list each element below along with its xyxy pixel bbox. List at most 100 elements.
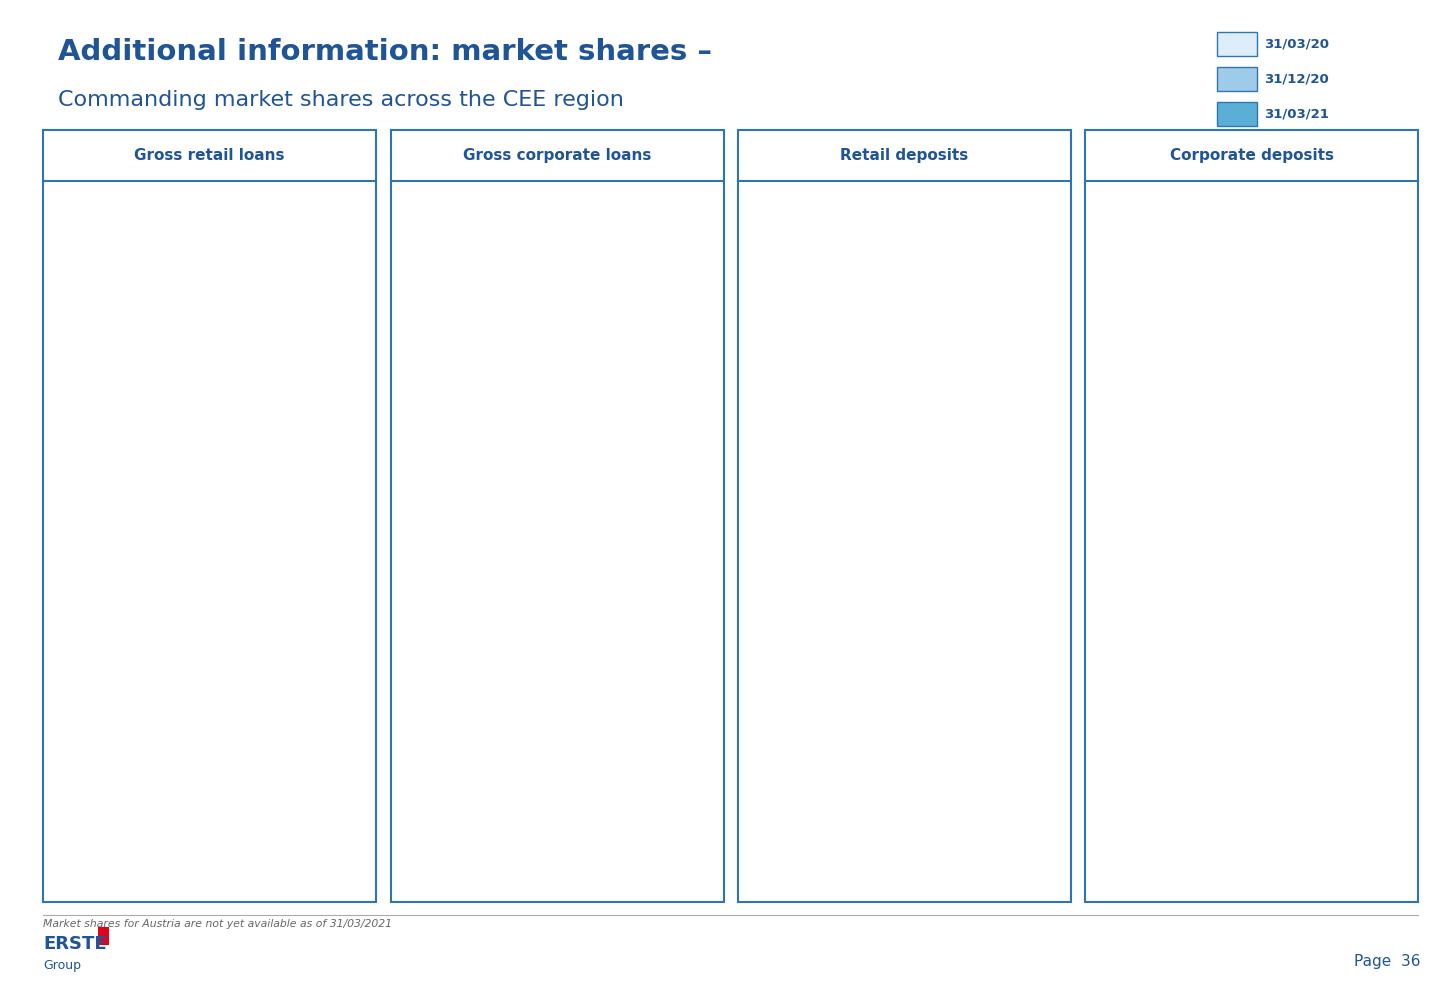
Text: AT: AT [55, 251, 73, 264]
Bar [98, 437, 318, 458]
Text: 17.1%: 17.1% [252, 536, 287, 547]
Bar [98, 698, 219, 719]
Text: 14.1%: 14.1% [226, 750, 261, 760]
Bar [445, 224, 662, 245]
Bar [98, 816, 163, 836]
Bar [445, 508, 566, 529]
Text: HR: HR [399, 725, 420, 738]
Bar [1140, 247, 1367, 268]
Text: SK: SK [1096, 441, 1115, 454]
Bar [445, 698, 651, 719]
Text: 31/03/21: 31/03/21 [1264, 107, 1329, 121]
Text: 21.9%: 21.9% [668, 229, 703, 239]
Text: 25.6%: 25.6% [1001, 347, 1035, 357]
Bar [1140, 744, 1306, 765]
Text: 14.8%: 14.8% [916, 750, 950, 760]
Text: 12.3%: 12.3% [1259, 324, 1293, 334]
Text: RO: RO [52, 535, 73, 548]
Text: Gross corporate loans: Gross corporate loans [462, 148, 651, 164]
Text: 7.7%: 7.7% [527, 654, 554, 664]
Bar [445, 603, 524, 624]
Bar [1140, 649, 1200, 670]
Bar [1140, 224, 1362, 245]
Bar [792, 698, 910, 719]
Bar [445, 838, 516, 859]
Text: 25.2%: 25.2% [323, 465, 357, 475]
Bar [445, 816, 513, 836]
Bar [445, 460, 619, 481]
Text: HR: HR [1094, 725, 1115, 738]
Bar [445, 794, 510, 815]
Text: CZ: CZ [53, 346, 73, 359]
Text: 14.8%: 14.8% [916, 704, 950, 714]
Text: 14.9%: 14.9% [916, 727, 950, 737]
Text: AT: AT [749, 251, 768, 264]
Text: RO: RO [399, 535, 420, 548]
Text: 13.9%: 13.9% [1274, 536, 1309, 547]
Text: SK: SK [747, 441, 768, 454]
Text: Market shares for Austria are not yet available as of 31/03/2021: Market shares for Austria are not yet av… [43, 919, 392, 929]
Bar [98, 721, 220, 742]
Text: CZ: CZ [400, 346, 420, 359]
Bar [445, 626, 523, 647]
Text: 7.5%: 7.5% [1215, 822, 1243, 831]
Text: Gross retail loans: Gross retail loans [134, 148, 285, 164]
Text: Page  36: Page 36 [1354, 954, 1420, 969]
Bar [792, 626, 876, 647]
Text: HU: HU [50, 630, 73, 643]
Bar [445, 414, 602, 435]
Text: 16.7%: 16.7% [248, 514, 282, 524]
Text: 17.9%: 17.9% [1312, 750, 1345, 760]
Text: 26.0%: 26.0% [328, 420, 363, 430]
Text: 22.6%: 22.6% [675, 252, 710, 262]
Bar [792, 460, 1018, 481]
Text: 21.5%: 21.5% [664, 727, 698, 737]
Bar [1140, 794, 1207, 815]
Text: RS: RS [400, 820, 420, 832]
Bar [1140, 437, 1250, 458]
Bar [1140, 342, 1253, 363]
Text: 12.5%: 12.5% [1261, 465, 1296, 475]
Text: 21.7%: 21.7% [665, 370, 700, 380]
Text: 22.0%: 22.0% [972, 252, 1007, 262]
Text: RS: RS [1096, 820, 1115, 832]
Text: 28.4%: 28.4% [1024, 442, 1058, 452]
Text: 7.2%: 7.2% [1212, 799, 1240, 809]
Bar [445, 554, 573, 575]
Text: 13.7%: 13.7% [1272, 559, 1306, 569]
Text: 11.8%: 11.8% [206, 609, 240, 619]
Bar [792, 744, 910, 765]
Bar [445, 342, 657, 363]
Text: 8.1%: 8.1% [1220, 844, 1248, 854]
Bar [792, 816, 832, 836]
Bar [98, 531, 246, 552]
Text: 31/03/20: 31/03/20 [1264, 37, 1329, 51]
Bar [792, 554, 907, 575]
Text: 6.5%: 6.5% [516, 799, 543, 809]
Bar [445, 437, 618, 458]
Text: 17.2%: 17.2% [252, 559, 287, 569]
Bar [445, 721, 660, 742]
Text: 6.4%: 6.4% [1204, 654, 1233, 664]
Text: Commanding market shares across the CEE region: Commanding market shares across the CEE … [58, 90, 624, 110]
Text: 14.7%: 14.7% [1282, 514, 1316, 524]
Text: SK: SK [53, 441, 73, 454]
Text: 21.8%: 21.8% [667, 750, 701, 760]
Text: 7.9%: 7.9% [528, 609, 556, 619]
Bar [98, 365, 308, 386]
Text: 26.0%: 26.0% [1005, 370, 1038, 380]
Text: 12.9%: 12.9% [579, 559, 613, 569]
Text: RO: RO [746, 535, 768, 548]
Text: 14.4%: 14.4% [912, 559, 946, 569]
Bar [98, 626, 202, 647]
Bar [98, 247, 281, 268]
Bar [98, 224, 276, 245]
Text: 13.9%: 13.9% [223, 704, 258, 714]
Bar [1140, 365, 1253, 386]
Text: 11.9%: 11.9% [206, 654, 240, 664]
Text: 14.5%: 14.5% [913, 536, 948, 547]
Text: AT: AT [1097, 251, 1115, 264]
Text: 20.8%: 20.8% [963, 229, 998, 239]
Text: 7.4%: 7.4% [167, 844, 194, 854]
Bar [1140, 816, 1210, 836]
